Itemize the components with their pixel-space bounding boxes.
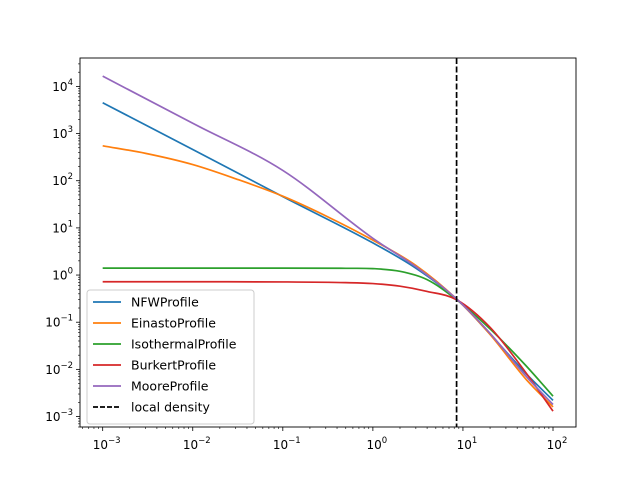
legend-label-einastoprofile: EinastoProfile <box>131 316 216 331</box>
y-tick-label-mantissa: 10 <box>52 127 67 141</box>
x-tick-label: 101 <box>457 436 478 452</box>
y-tick-label-mantissa: 10 <box>45 316 60 330</box>
y-tick-label-exponent: 1 <box>68 219 73 229</box>
y-tick-label-exponent: 4 <box>68 78 73 88</box>
x-tick-label-mantissa: 10 <box>547 438 562 452</box>
x-tick-label-exponent: 2 <box>562 436 567 446</box>
x-tick-label: 102 <box>547 436 568 452</box>
x-tick-label-exponent: 1 <box>472 436 477 446</box>
y-tick-label: 100 <box>52 267 73 283</box>
y-tick-label-mantissa: 10 <box>45 363 60 377</box>
legend-box <box>86 289 255 425</box>
x-tick-label-mantissa: 10 <box>457 438 472 452</box>
x-tick-label: 10−2 <box>183 436 211 452</box>
y-tick-label-mantissa: 10 <box>52 269 67 283</box>
x-tick-label-exponent: −3 <box>108 436 121 446</box>
y-tick-label: 103 <box>52 125 73 141</box>
x-tick-label-mantissa: 10 <box>367 438 382 452</box>
y-tick-label-mantissa: 10 <box>52 80 67 94</box>
legend-label-isothermalprofile: IsothermalProfile <box>131 337 237 352</box>
x-tick-label-exponent: 0 <box>382 436 387 446</box>
legend-label-mooreprofile: MooreProfile <box>131 379 209 394</box>
y-tick-label-exponent: 3 <box>68 125 73 135</box>
x-tick-label-mantissa: 10 <box>273 438 288 452</box>
axes-frame <box>79 57 577 428</box>
y-tick-label: 10−3 <box>45 408 73 424</box>
y-tick-label: 104 <box>52 78 73 94</box>
y-tick-label-exponent: 0 <box>68 267 73 277</box>
plot-area <box>102 58 554 427</box>
y-tick-label-exponent: −3 <box>60 408 73 418</box>
x-tick-label-mantissa: 10 <box>183 438 198 452</box>
x-tick-label: 100 <box>367 436 388 452</box>
legend-label-nfwprofile: NFWProfile <box>131 295 199 310</box>
x-tick-label: 10−3 <box>93 436 121 452</box>
y-tick-label: 102 <box>52 172 73 188</box>
y-tick-label-exponent: −2 <box>60 361 73 371</box>
y-tick-label-mantissa: 10 <box>45 410 60 424</box>
y-tick-label-mantissa: 10 <box>52 221 67 235</box>
series-group <box>102 58 554 427</box>
x-tick-label: 10−1 <box>273 436 301 452</box>
x-tick-label-exponent: −1 <box>288 436 301 446</box>
y-tick-label-mantissa: 10 <box>52 174 67 188</box>
legend-label-local-density: local density <box>131 400 211 415</box>
axes: 10−3 10−2 10−1 100 101 10210−310−210−11001011… <box>45 57 577 452</box>
y-tick-label: 101 <box>52 219 73 235</box>
x-tick-label-exponent: −2 <box>198 436 211 446</box>
y-tick-label: 10−1 <box>45 314 73 330</box>
series-line-burkertprofile <box>102 280 554 412</box>
legend: NFWProfile EinastoProfile IsothermalProfil… <box>86 289 255 425</box>
series-line-mooreprofile <box>102 75 554 406</box>
y-tick-label: 10−2 <box>45 361 73 377</box>
x-tick-label-mantissa: 10 <box>93 438 108 452</box>
y-tick-label-exponent: −1 <box>60 314 73 324</box>
legend-label-burkertprofile: BurkertProfile <box>131 358 216 373</box>
y-tick-label-exponent: 2 <box>68 172 73 182</box>
